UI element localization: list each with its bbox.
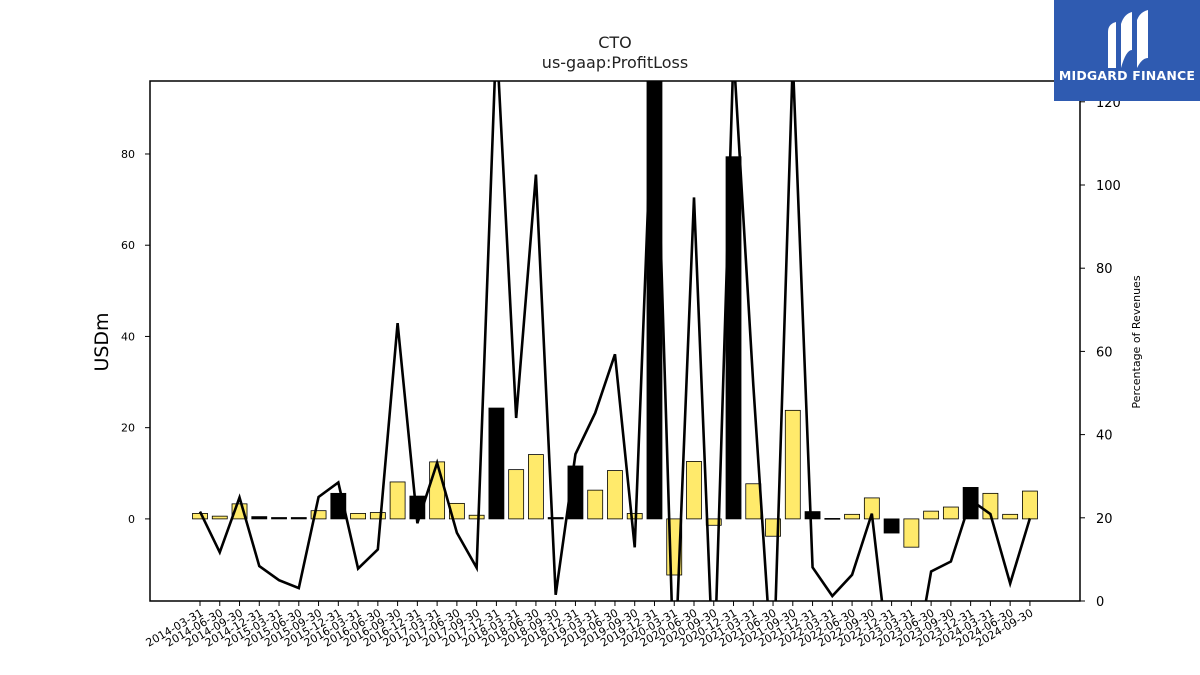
- bar: [784, 409, 801, 520]
- y-tick-label: 80: [121, 148, 135, 161]
- bar: [310, 510, 327, 520]
- y2-tick-label: 100: [1096, 179, 1121, 194]
- y-tick-label: 60: [121, 239, 135, 252]
- bar: [824, 518, 841, 520]
- bar: [903, 518, 920, 548]
- y2-tick-label: 20: [1096, 512, 1113, 527]
- y2-tick-label: 80: [1096, 262, 1113, 277]
- line-series: [198, 81, 1032, 601]
- bar: [923, 510, 940, 520]
- bar: [429, 461, 446, 520]
- bar: [468, 514, 485, 520]
- bar: [942, 506, 959, 520]
- x-axis: 2014-03-312014-06-302014-09-302014-12-31…: [144, 601, 1035, 650]
- bar: [528, 454, 544, 520]
- chart-title: CTO: [598, 33, 632, 52]
- bar: [211, 515, 228, 520]
- plot-frame: [149, 80, 1081, 602]
- bar: [369, 512, 386, 520]
- bar: [350, 513, 366, 520]
- bar: [745, 483, 762, 520]
- bar: [1002, 513, 1019, 520]
- series-line: [198, 81, 1032, 601]
- y-tick-label: 0: [128, 513, 135, 526]
- logo-text: MIDGARD FINANCE: [1058, 68, 1196, 83]
- bar: [804, 511, 821, 520]
- logo-mark-icon: [1108, 10, 1148, 68]
- bar: [290, 517, 307, 520]
- bar: [251, 516, 268, 520]
- bar: [725, 156, 742, 520]
- bar-series: [192, 81, 1038, 576]
- bar: [1022, 490, 1038, 520]
- bar: [389, 481, 406, 520]
- bar: [686, 461, 702, 520]
- y-axis-label: USDm: [91, 312, 113, 371]
- y-tick-label: 40: [121, 330, 135, 343]
- bar: [587, 489, 604, 520]
- bar: [488, 407, 505, 520]
- midgard-finance-logo: MIDGARD FINANCE: [1054, 0, 1200, 101]
- y-tick-label: 20: [121, 422, 135, 435]
- y2-tick-label: 40: [1096, 429, 1113, 444]
- bar: [607, 470, 623, 520]
- chart-subtitle: us-gaap:ProfitLoss: [542, 53, 688, 72]
- y2-tick-label: 0: [1096, 595, 1104, 610]
- bar: [547, 517, 564, 520]
- y-axis: 0 20 40 60 80: [121, 148, 150, 526]
- bar: [844, 513, 860, 520]
- y2-axis-label: Percentage of Revenues: [1130, 275, 1143, 408]
- bar: [271, 517, 287, 520]
- bar: [883, 518, 900, 534]
- bar: [508, 469, 525, 520]
- y2-tick-label: 60: [1096, 345, 1113, 360]
